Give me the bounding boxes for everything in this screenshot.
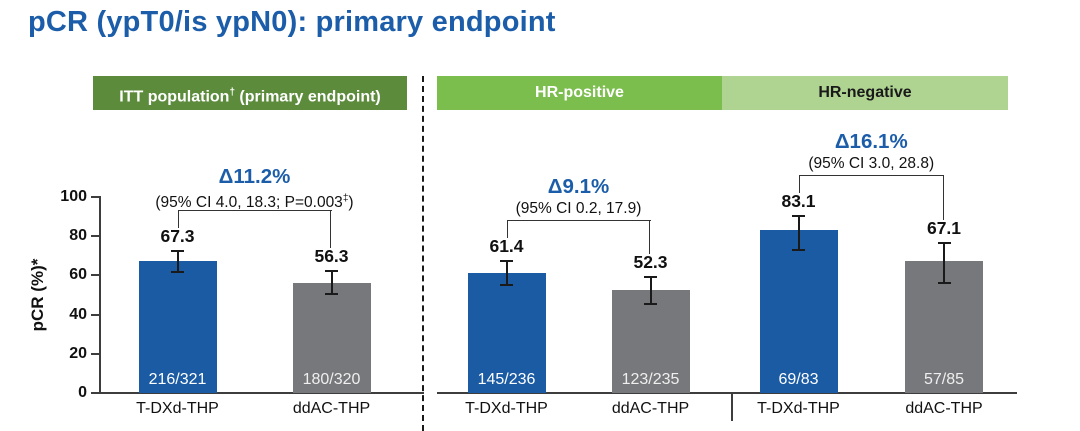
header-hr-positive: HR-positive (437, 76, 722, 110)
section-divider-dashed-line (422, 76, 424, 431)
bar-fraction-label: 216/321 (148, 370, 207, 388)
error-bar-bottom-cap (171, 271, 184, 274)
error-bar-top-cap (792, 214, 805, 217)
y-axis-tick (91, 235, 99, 238)
error-bar (797, 215, 800, 250)
error-bar-bottom-cap (325, 293, 338, 296)
error-bar-bottom-cap (792, 248, 805, 251)
error-bar-top-cap (171, 249, 184, 252)
ci-text: (95% CI 4.0, 18.3; P=0.003 (155, 194, 343, 212)
comparison-bracket-left-leg (177, 209, 179, 228)
y-axis-tick-label: 40 (69, 305, 87, 323)
error-bar-bottom-cap (500, 284, 513, 287)
comparison-bracket (177, 209, 332, 211)
bar-ddac-thp: 180/320 (292, 282, 371, 393)
x-axis-label-t-dxd-thp: T-DXd-THP (757, 400, 840, 417)
bar-t-dxd-thp: 69/83 (759, 230, 838, 393)
bar-value-label: 67.1 (926, 218, 962, 239)
x-axis-label-ddac-thp: ddAC-THP (905, 400, 983, 417)
error-bar (176, 250, 179, 273)
header-itt-population: ITT population† (primary endpoint) (93, 76, 407, 110)
error-bar (943, 243, 945, 284)
comparison-bracket-right-leg (649, 219, 650, 255)
x-axis-label-ddac-thp: ddAC-THP (292, 400, 371, 417)
hr-subgroup-separator-tick (731, 392, 733, 421)
error-bar-top-cap (644, 276, 657, 279)
comparison-bracket (798, 174, 944, 176)
bar-t-dxd-thp: 145/236 (467, 272, 546, 393)
bar-fraction-label: 145/236 (477, 370, 536, 388)
error-bar-bottom-cap (644, 302, 657, 305)
bar-t-dxd-thp: 216/321 (138, 261, 217, 393)
error-bar-bottom-cap (937, 282, 951, 285)
y-axis-tick (91, 313, 99, 316)
y-axis-tick-label: 100 (60, 188, 87, 205)
comparison-bracket-left-leg (798, 174, 800, 193)
y-axis-tick-label: 60 (69, 266, 87, 284)
bar-value-label: 56.3 (314, 246, 349, 267)
y-axis-line (99, 196, 101, 394)
y-axis-tick-label: 80 (69, 227, 87, 245)
bar-fraction-label: 57/85 (923, 370, 965, 388)
x-axis-line-left (99, 392, 424, 394)
header-itt-suffix: (primary endpoint) (234, 88, 381, 106)
confidence-interval-label: (95% CI 4.0, 18.3; P=0.003‡) (85, 189, 425, 212)
y-axis-tick (91, 196, 99, 198)
x-axis-label-ddac-thp: ddAC-THP (611, 400, 690, 417)
y-axis-tick (91, 352, 99, 355)
bar-value-label: 67.3 (160, 225, 195, 246)
error-bar-top-cap (325, 270, 338, 273)
page-title: pCR (ypT0/is ypN0): primary endpoint (28, 6, 556, 38)
y-axis-tick (91, 274, 99, 277)
bar-ddac-thp: 123/235 (611, 290, 690, 393)
confidence-interval-label: (95% CI 0.2, 17.9) (515, 199, 642, 217)
header-hr-negative: HR-negative (722, 76, 1008, 110)
delta-difference-label: Δ9.1% (547, 174, 610, 198)
error-bar-top-cap (937, 242, 951, 245)
bar-value-label: 83.1 (781, 190, 816, 211)
bar-ddac-thp: 57/85 (905, 261, 983, 393)
ci-text: ‡ (342, 192, 349, 204)
comparison-bracket-right-leg (942, 174, 944, 221)
x-axis-label-t-dxd-thp: T-DXd-THP (136, 400, 219, 417)
header-itt-text: ITT population (119, 88, 230, 106)
bar-fraction-label: 69/83 (778, 370, 819, 388)
bar-value-label: 61.4 (489, 235, 524, 256)
comparison-bracket-right-leg (330, 209, 331, 249)
ci-text: ) (348, 194, 354, 212)
comparison-bracket (506, 219, 651, 221)
x-axis-label-t-dxd-thp: T-DXd-THP (465, 400, 548, 417)
y-axis-tick-label: 0 (78, 384, 87, 401)
y-axis-tick-label: 20 (69, 344, 87, 362)
bar-fraction-label: 123/235 (621, 370, 680, 388)
error-bar (330, 271, 333, 294)
comparison-bracket-left-leg (506, 219, 508, 238)
delta-difference-label: Δ16.1% (834, 129, 908, 153)
error-bar (649, 277, 652, 304)
bar-value-label: 52.3 (633, 252, 668, 273)
dagger-superscript: † (229, 87, 235, 98)
y-axis-tick (91, 392, 99, 394)
confidence-interval-label: (95% CI 3.0, 28.8) (808, 154, 935, 172)
x-axis-line-right (437, 392, 1017, 394)
error-bar-top-cap (500, 259, 513, 262)
bar-fraction-label: 180/320 (302, 370, 361, 388)
y-axis-title: pCR (%)* (28, 258, 47, 332)
error-bar (505, 260, 508, 286)
delta-difference-label: Δ11.2% (218, 164, 291, 188)
